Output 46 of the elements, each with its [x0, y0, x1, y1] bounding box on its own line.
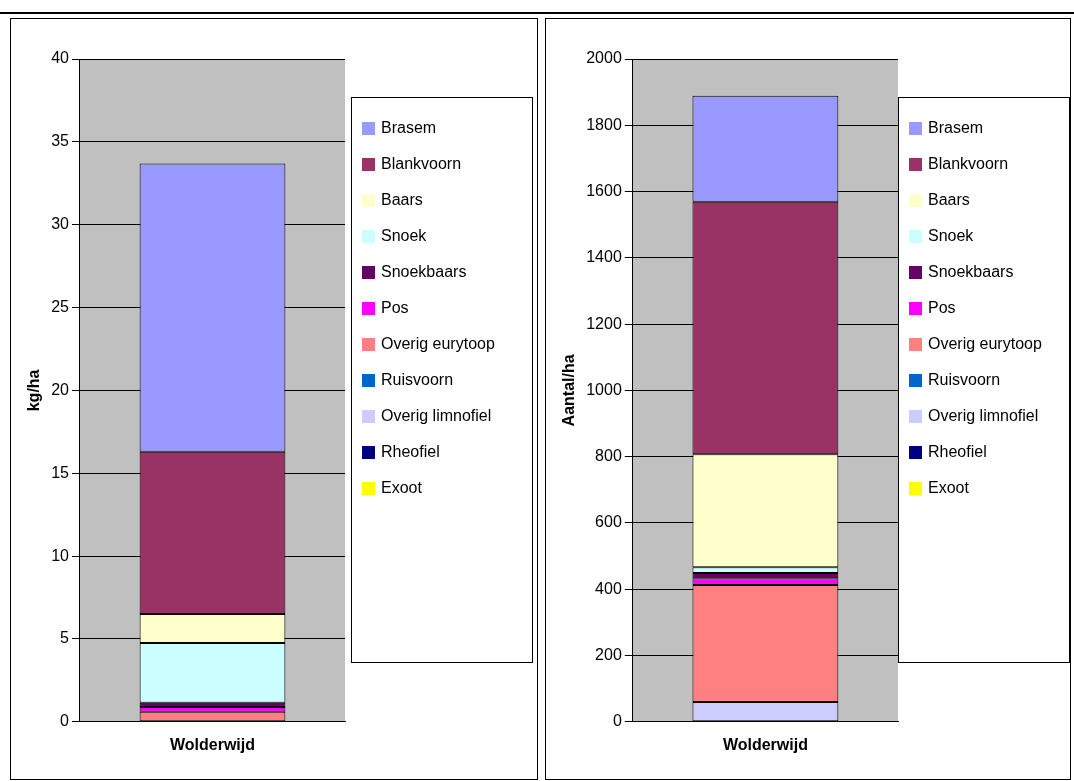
y-tick-label: 15	[51, 463, 70, 481]
legend-label: Rheofiel	[928, 443, 987, 461]
legend-label: Ruisvoorn	[928, 371, 1001, 389]
y-tick-label: 0	[60, 712, 70, 730]
legend-label: Snoek	[381, 227, 427, 245]
legend-label: Snoekbaars	[381, 263, 467, 281]
x-tick-label: Wolderwijd	[722, 735, 808, 753]
y-tick-label: 20	[51, 380, 70, 398]
y-tick-label: 35	[51, 132, 70, 150]
legend-label: Exoot	[381, 479, 422, 497]
y-tick-label: 800	[595, 447, 622, 465]
legend-label: Baars	[928, 191, 970, 209]
y-axis-title: kg/ha	[25, 369, 43, 412]
legend-label: Baars	[381, 191, 423, 209]
y-tick-label: 10	[51, 546, 70, 564]
legend-label: Rheofiel	[381, 443, 440, 461]
y-tick-label: 1400	[586, 248, 622, 266]
y-axis-title: Aantal/ha	[560, 354, 578, 427]
y-tick-label: 1800	[586, 115, 622, 133]
legend-label: Brasem	[928, 119, 984, 137]
y-tick-label: 2000	[586, 49, 622, 67]
y-tick-label: 25	[51, 297, 70, 315]
legend-label: Overig limnofiel	[928, 407, 1039, 425]
y-tick-label: 30	[51, 215, 70, 233]
legend-label: Snoekbaars	[928, 263, 1014, 281]
legend-label: Pos	[381, 299, 409, 317]
legend-label: Brasem	[381, 119, 437, 137]
legend-label: Exoot	[928, 479, 969, 497]
legend-label: Snoek	[928, 227, 974, 245]
y-tick-label: 1000	[586, 380, 622, 398]
legend-label: Overig eurytoop	[381, 335, 495, 353]
legend-label: Ruisvoorn	[381, 371, 454, 389]
legend-label: Blankvoorn	[928, 155, 1009, 173]
legend-label: Pos	[928, 299, 956, 317]
y-tick-label: 40	[51, 49, 70, 67]
y-tick-label: 200	[595, 645, 622, 663]
x-tick-label: Wolderwijd	[169, 735, 256, 753]
y-tick-label: 5	[60, 629, 70, 647]
y-tick-label: 0	[612, 712, 622, 730]
y-tick-label: 1200	[586, 314, 622, 332]
legend-label: Blankvoorn	[381, 155, 462, 173]
y-tick-label: 600	[595, 513, 622, 531]
y-tick-label: 1600	[586, 181, 622, 199]
legend-label: Overig eurytoop	[928, 335, 1042, 353]
y-tick-label: 400	[595, 579, 622, 597]
legend-label: Overig limnofiel	[381, 407, 492, 425]
